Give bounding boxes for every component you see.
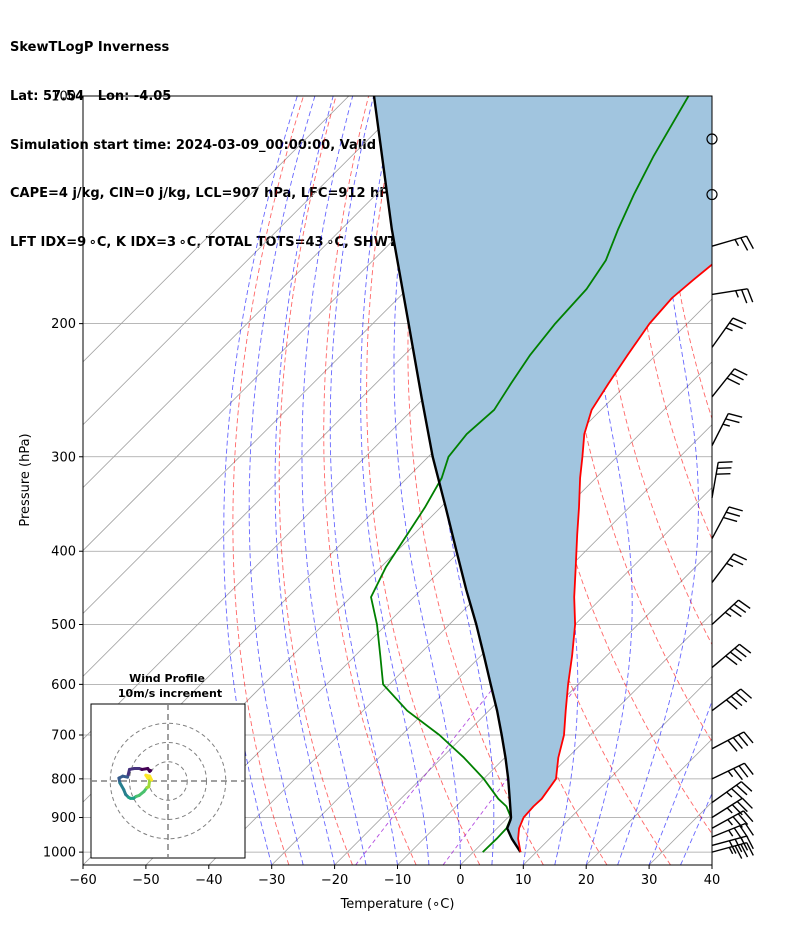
hodograph-segment xyxy=(148,774,154,782)
wind-barb xyxy=(711,412,743,446)
dry-adiabat xyxy=(760,96,794,865)
y-tick-label: 400 xyxy=(51,545,76,560)
wind-barb xyxy=(711,235,754,251)
wind-barb xyxy=(711,822,754,841)
hodograph-ring xyxy=(148,761,188,801)
dry-adiabat xyxy=(278,96,353,865)
profile-lines xyxy=(370,96,712,853)
isotherm-line xyxy=(83,96,412,426)
isotherm-line xyxy=(334,487,712,865)
hodograph-title: Wind Profile xyxy=(129,672,205,685)
x-tick-label: −30 xyxy=(258,873,285,888)
wind-barb xyxy=(711,781,753,804)
moist-adiabat xyxy=(248,96,316,865)
dewpoint-line xyxy=(370,96,690,853)
y-axis-label: Pressure (hPa) xyxy=(18,433,33,526)
x-tick-label: −10 xyxy=(384,873,411,888)
wind-barb xyxy=(711,553,748,583)
x-tick-label: 40 xyxy=(704,873,721,888)
chart-title: SkewTLogP Inverness xyxy=(10,40,170,56)
moist-adiabat xyxy=(744,96,794,865)
wind-barb xyxy=(711,317,747,348)
moist-adiabat xyxy=(711,863,712,865)
x-tick-label: −50 xyxy=(132,873,159,888)
dry-adiabat xyxy=(727,96,794,865)
moist-adiabat xyxy=(301,96,367,865)
wind-barb xyxy=(711,797,753,819)
isotherm-line xyxy=(775,96,794,865)
wind-barb xyxy=(711,368,748,398)
parcel-path-line xyxy=(372,96,522,853)
moist-adiabat xyxy=(329,96,398,865)
moist-adiabat xyxy=(617,96,699,865)
y-tick-label: 1000 xyxy=(43,846,76,861)
isotherm-line xyxy=(523,675,712,865)
dry-adiabat xyxy=(232,96,304,865)
dry-adiabat xyxy=(366,96,481,865)
moist-adiabat xyxy=(393,96,461,865)
x-tick-label: 30 xyxy=(641,873,658,888)
y-tick-label: 200 xyxy=(51,317,76,332)
x-tick-label: 10 xyxy=(515,873,532,888)
moist-adiabat xyxy=(223,96,298,865)
moist-adiabat xyxy=(680,792,712,865)
isotherm-line xyxy=(711,864,712,865)
x-tick-label: 0 xyxy=(456,873,464,888)
wind-barb xyxy=(711,810,754,829)
hodograph-subtitle: 10m/s increment xyxy=(118,687,222,700)
y-tick-label: 800 xyxy=(51,772,76,787)
isotherm-line xyxy=(83,96,475,489)
x-tick-label: −60 xyxy=(69,873,96,888)
wind-barbs xyxy=(706,133,754,859)
wind-barb xyxy=(711,461,733,498)
wind-barb xyxy=(711,643,752,669)
axis-ticks: −60 −50 −40 −30 −20 −10 0 10 20 30 40 100 200 300 400 5… xyxy=(43,90,720,889)
dry-adiabat xyxy=(323,96,417,865)
x-tick-label: −40 xyxy=(195,873,222,888)
dry-adiabat xyxy=(559,96,712,743)
wind-barb xyxy=(711,762,754,781)
y-tick-label: 100 xyxy=(51,90,76,105)
temperature-line xyxy=(517,263,712,853)
y-tick-label: 900 xyxy=(51,811,76,826)
x-tick-label: 20 xyxy=(578,873,595,888)
cape-fill xyxy=(374,96,712,853)
hodograph-inset: Wind Profile 10m/s increment xyxy=(90,672,246,859)
y-tick-label: 600 xyxy=(51,678,76,693)
mixing-ratio-line xyxy=(355,684,497,865)
isotherm-line xyxy=(83,96,350,363)
wind-barb xyxy=(711,599,751,626)
isotherm-line xyxy=(460,612,712,865)
wind-barb xyxy=(711,688,753,712)
x-axis-label: Temperature (∘C) xyxy=(340,897,455,912)
moist-adiabat xyxy=(583,96,633,865)
cape-shading xyxy=(374,96,712,853)
y-tick-label: 700 xyxy=(51,728,76,743)
x-tick-label: −20 xyxy=(321,873,348,888)
moist-adiabat xyxy=(360,96,430,865)
wind-barb xyxy=(711,506,743,540)
isotherm-line xyxy=(271,424,712,865)
wind-barb xyxy=(711,842,754,859)
y-tick-label: 300 xyxy=(51,450,76,465)
y-tick-label: 500 xyxy=(51,618,76,633)
moist-adiabat xyxy=(648,699,712,865)
wind-barb xyxy=(711,731,754,752)
moist-adiabat xyxy=(274,96,336,865)
wind-barb xyxy=(711,288,754,304)
